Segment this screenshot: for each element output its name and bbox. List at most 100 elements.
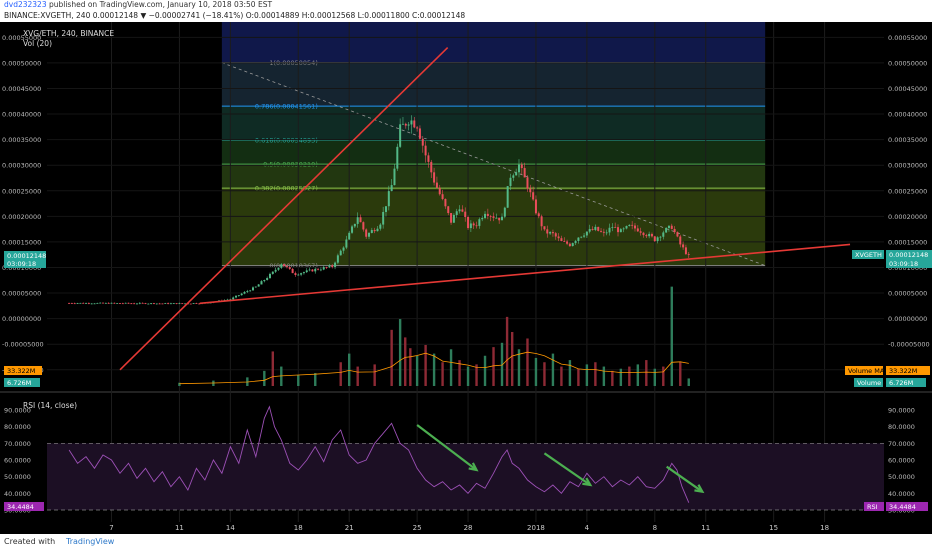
volume-bar — [475, 364, 478, 386]
chart-svg[interactable]: 1(0.00050054)0.786(0.00041561)0.618(0.00… — [0, 22, 932, 534]
candle-body — [421, 138, 424, 146]
candle-body — [127, 302, 130, 304]
rsi-left-value: 34.4484 — [7, 503, 34, 511]
candle-body — [433, 172, 436, 183]
symbol-label: BINANCE:XVGETH — [4, 11, 72, 20]
vma-left-value: 33.322M — [7, 367, 35, 375]
vma-right-value: 33.322M — [889, 367, 917, 375]
candle-body — [506, 186, 509, 208]
price-tick-left: 0.00045000 — [2, 85, 41, 93]
trend-arrow-shaft — [666, 465, 703, 493]
author-link[interactable]: dvd232323 — [4, 0, 47, 9]
candle-body — [467, 216, 470, 229]
volume-bar — [441, 362, 444, 386]
candle-body — [557, 236, 560, 239]
trendline-long-support — [199, 243, 851, 305]
candle-body — [430, 161, 433, 173]
candle-body — [540, 216, 543, 227]
rsi-tick-right: 50.0000 — [888, 473, 915, 481]
candle-body — [600, 230, 603, 232]
candle-body — [631, 224, 634, 226]
fibonacci-retracement: 1(0.00050054)0.786(0.00041561)0.618(0.00… — [221, 22, 766, 270]
fib-zone — [221, 106, 766, 141]
candle-body — [489, 216, 492, 217]
x-tick-label: 21 — [345, 524, 354, 532]
candle-body — [628, 224, 631, 227]
volume-bar — [424, 344, 427, 386]
candle-body — [189, 303, 192, 305]
candle-body — [549, 232, 552, 234]
rsi-right-value: 34.4484 — [889, 503, 916, 511]
candle-body — [416, 127, 419, 129]
price-tick-left: 0.00055000 — [2, 34, 41, 42]
volume-bar — [390, 329, 393, 386]
candle-body — [192, 303, 195, 304]
candle-body — [328, 265, 331, 268]
candle-body — [515, 172, 518, 176]
volume-bar — [526, 338, 529, 386]
volume-bar — [602, 366, 606, 386]
candle-body — [427, 155, 430, 162]
fib-zone-top — [221, 22, 766, 63]
price-tick-left: 0.00015000 — [2, 238, 41, 246]
candle-body — [656, 237, 659, 242]
trend-arrow-shaft — [416, 424, 478, 471]
candle-body — [659, 236, 662, 238]
candle-body — [662, 232, 665, 237]
volume-bar — [619, 368, 623, 386]
price-tick-left: 0.00035000 — [2, 136, 41, 144]
price-tick-right: 0.00045000 — [888, 85, 927, 93]
candle-body — [370, 230, 373, 233]
x-tick-label: 11 — [701, 524, 710, 532]
trend-arrow-head — [468, 462, 479, 472]
rsi-tick-right: 90.0000 — [888, 407, 915, 415]
candle-body — [124, 302, 127, 304]
candle-body — [404, 123, 407, 126]
candle-body — [181, 303, 184, 305]
main-legend: XVG/ETH, 240, BINANCE — [23, 29, 114, 38]
candle-body — [85, 303, 88, 304]
volume-bar — [492, 347, 495, 386]
candle-body — [158, 303, 161, 305]
candle-body — [240, 293, 243, 296]
candle-body — [617, 227, 620, 233]
rsi-line — [68, 405, 690, 503]
candle-body — [237, 295, 240, 296]
candle-body — [410, 120, 413, 125]
candle-body — [452, 214, 455, 223]
volume-bar — [356, 366, 359, 386]
candle-body — [285, 266, 288, 268]
rsi-tick-left: 60.0000 — [4, 457, 31, 465]
candle-body — [390, 185, 393, 192]
candle-body — [393, 168, 396, 186]
candle-body — [336, 255, 339, 263]
candle-body — [277, 267, 280, 270]
candle-body — [484, 213, 487, 219]
tradingview-logo[interactable]: TradingView — [66, 537, 115, 546]
volume-bar — [594, 362, 597, 386]
candle-body — [373, 230, 376, 232]
candle-body — [283, 264, 286, 267]
rsi-tag: 34.4484 RSI 34.4484 — [4, 502, 928, 511]
candle-body — [246, 291, 249, 292]
published-text: published on TradingView.com, January 10… — [48, 0, 273, 9]
volume-bar — [178, 382, 181, 386]
volume-bar — [560, 366, 563, 386]
candle-body — [297, 274, 300, 276]
candle-body — [294, 273, 297, 276]
volume-bar — [653, 368, 657, 386]
candle-body — [529, 188, 532, 193]
candle-body — [195, 303, 198, 304]
chart-area[interactable]: 1(0.00050054) 0.786(0.00041561) 0.618(0.00… — [0, 22, 932, 534]
price-tick-left: -0.00005000 — [2, 341, 44, 349]
volume-bar — [679, 362, 682, 386]
candle-body — [517, 164, 520, 173]
rsi-legend: RSI (14, close) — [23, 401, 77, 410]
candle-body — [424, 145, 427, 156]
candle-body — [534, 199, 537, 214]
candle-body — [407, 124, 410, 126]
candle-body — [387, 191, 390, 207]
rsi-tick-left: 70.0000 — [4, 440, 31, 448]
candle-body — [130, 303, 133, 305]
candle-body — [492, 216, 495, 218]
